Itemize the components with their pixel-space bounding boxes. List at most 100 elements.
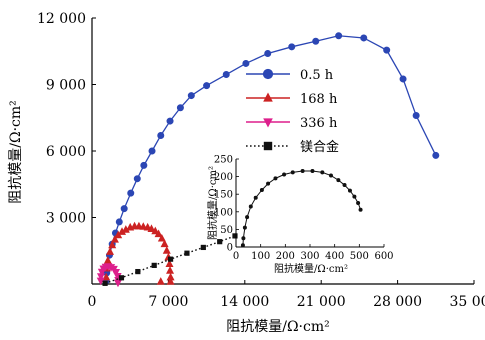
data-point bbox=[160, 239, 169, 248]
y-tick-label: 3 000 bbox=[46, 211, 86, 227]
data-point bbox=[154, 229, 163, 238]
series-3 bbox=[102, 233, 238, 286]
data-point bbox=[222, 71, 230, 79]
x-tick-label: 21 000 bbox=[297, 294, 346, 310]
data-point bbox=[115, 218, 123, 226]
data-point bbox=[288, 43, 296, 51]
data-point bbox=[96, 277, 105, 286]
data-point bbox=[187, 92, 195, 100]
inset-data-point bbox=[240, 243, 245, 248]
x-tick-label: 28 000 bbox=[373, 294, 422, 310]
inset-x-tick-label: 200 bbox=[276, 251, 295, 262]
data-point bbox=[335, 32, 343, 40]
y-axis-title: 阻抗模量/Ω·cm² bbox=[8, 100, 24, 204]
inset-y-tick-label: 0 bbox=[227, 243, 233, 254]
x-tick-label: 35 000 bbox=[450, 294, 485, 310]
inset-data-point bbox=[242, 225, 247, 230]
legend-item: 镁合金 bbox=[246, 139, 339, 155]
data-point bbox=[176, 104, 184, 112]
inset-data-point bbox=[266, 181, 271, 186]
legend-item: 168 h bbox=[246, 92, 338, 107]
legend-label: 168 h bbox=[300, 92, 338, 107]
inset-x-tick-label: 0 bbox=[233, 251, 239, 262]
data-point bbox=[399, 75, 407, 83]
data-point bbox=[102, 280, 108, 286]
data-point bbox=[166, 277, 175, 285]
inset-data-point bbox=[253, 195, 258, 200]
data-point bbox=[118, 275, 125, 281]
inset-data-point bbox=[290, 170, 295, 175]
data-point bbox=[140, 161, 148, 169]
legend-marker bbox=[262, 68, 274, 80]
data-point bbox=[264, 49, 272, 57]
inset-data-point bbox=[342, 183, 347, 188]
data-point bbox=[242, 59, 250, 67]
data-point bbox=[200, 244, 206, 251]
legend-marker bbox=[263, 92, 273, 102]
data-point bbox=[113, 279, 122, 288]
inset-y-tick-label: 50 bbox=[220, 225, 233, 236]
legend-marker bbox=[263, 141, 273, 151]
inset-data-point bbox=[241, 236, 246, 241]
inset-data-point bbox=[310, 168, 315, 173]
data-point bbox=[162, 246, 171, 254]
data-point bbox=[166, 266, 175, 274]
data-point bbox=[103, 256, 112, 264]
y-tick-label: 12 000 bbox=[37, 11, 86, 27]
data-point bbox=[135, 268, 141, 275]
main-plot: 0 7 000 14 000 21 000 28 000 35 000 3 000 6 000… bbox=[8, 11, 485, 335]
inset-data-point bbox=[336, 178, 341, 183]
data-point bbox=[120, 205, 128, 213]
data-point bbox=[106, 247, 115, 255]
inset-data-point bbox=[320, 170, 325, 175]
inset-data-point bbox=[356, 201, 361, 206]
data-point bbox=[312, 37, 320, 45]
legend-label: 镁合金 bbox=[300, 139, 339, 155]
legend: 0.5 h 168 h 336 h 镁合金 bbox=[246, 68, 339, 155]
inset-x-tick-label: 100 bbox=[251, 251, 270, 262]
data-point bbox=[217, 239, 223, 245]
data-point bbox=[383, 46, 391, 54]
data-point bbox=[432, 151, 440, 159]
data-point bbox=[133, 175, 141, 183]
inset-data-point bbox=[347, 188, 352, 193]
data-point bbox=[203, 82, 211, 90]
data-point bbox=[127, 189, 135, 197]
inset-y-tick-label: 150 bbox=[214, 190, 233, 201]
inset-y-tick-label: 250 bbox=[214, 155, 233, 166]
legend-label: 0.5 h bbox=[300, 68, 334, 83]
inset-y-tick-label: 100 bbox=[214, 207, 233, 218]
inset-x-tick-label: 400 bbox=[325, 251, 344, 262]
inset-data-point bbox=[352, 194, 357, 199]
inset-y-tick-label: 200 bbox=[214, 172, 233, 183]
x-tick-label: 0 bbox=[88, 294, 97, 310]
inset-data-point bbox=[245, 215, 250, 220]
data-point bbox=[114, 230, 123, 239]
inset-x-tick-label: 500 bbox=[350, 251, 369, 262]
x-tick-label: 14 000 bbox=[220, 294, 269, 310]
inset-data-point bbox=[328, 173, 333, 178]
data-point bbox=[232, 233, 238, 239]
legend-item: 0.5 h bbox=[246, 68, 334, 83]
inset-data-point bbox=[273, 176, 278, 181]
inset-data-point bbox=[358, 207, 363, 212]
data-point bbox=[166, 272, 175, 281]
data-point bbox=[118, 227, 127, 235]
inset-data-point bbox=[282, 172, 287, 177]
inset-series-0 bbox=[240, 168, 363, 248]
x-tick-label: 7 000 bbox=[148, 294, 188, 310]
data-point bbox=[112, 269, 121, 277]
data-point bbox=[360, 34, 368, 42]
data-point bbox=[156, 277, 165, 285]
data-point bbox=[412, 112, 420, 120]
data-point bbox=[167, 256, 174, 262]
inset-data-point bbox=[248, 204, 253, 209]
data-point bbox=[151, 262, 157, 268]
inset-x-axis-title: 阻抗模量/Ω·cm² bbox=[274, 262, 348, 275]
inset-x-tick-label: 600 bbox=[374, 251, 393, 262]
data-point bbox=[96, 273, 105, 281]
series-line bbox=[104, 235, 236, 284]
y-tick-label: 9 000 bbox=[46, 78, 86, 94]
data-point bbox=[184, 250, 190, 256]
